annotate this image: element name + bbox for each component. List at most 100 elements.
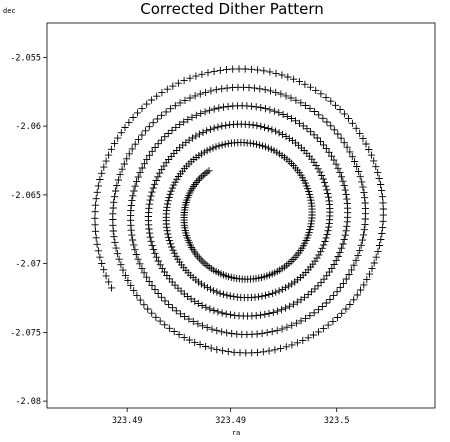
data-point — [375, 174, 383, 183]
data-point — [200, 282, 208, 290]
data-point — [324, 193, 333, 201]
data-point — [277, 90, 285, 98]
data-point — [325, 223, 333, 231]
data-point — [261, 143, 270, 151]
data-point — [203, 324, 211, 332]
y-tick-label: -2.055 — [10, 53, 41, 63]
data-point — [176, 310, 184, 318]
data-point — [226, 121, 234, 129]
data-point — [227, 139, 235, 147]
data-point — [301, 101, 309, 110]
data-point — [140, 269, 148, 277]
data-point — [156, 317, 164, 325]
data-point — [330, 156, 338, 164]
data-point — [339, 279, 347, 287]
data-point — [180, 77, 188, 85]
data-point — [110, 193, 119, 201]
data-point — [316, 168, 324, 176]
data-point — [110, 140, 119, 148]
data-point — [338, 309, 346, 317]
data-point — [314, 306, 322, 314]
y-tick-label: -2.08 — [15, 397, 41, 407]
data-point — [258, 292, 266, 300]
data-point — [272, 88, 280, 96]
data-point — [321, 237, 329, 246]
data-point — [197, 109, 205, 117]
data-point — [138, 164, 146, 172]
data-point — [333, 288, 341, 296]
data-point — [197, 280, 205, 288]
data-point — [273, 307, 281, 315]
data-point — [350, 296, 358, 304]
data-point — [174, 79, 182, 87]
data-point — [283, 112, 291, 120]
data-point — [264, 124, 272, 133]
data-point — [222, 66, 231, 74]
data-point — [322, 182, 330, 190]
data-point — [378, 229, 386, 238]
data-point — [249, 140, 257, 148]
data-point — [272, 288, 280, 296]
data-point — [334, 164, 342, 172]
data-point — [331, 101, 340, 109]
data-point — [224, 140, 232, 148]
data-point — [209, 144, 217, 152]
data-point — [171, 102, 179, 110]
data-point — [153, 115, 161, 123]
data-point — [121, 271, 129, 279]
data-point — [152, 313, 160, 321]
data-point — [299, 336, 307, 344]
data-point — [378, 193, 387, 201]
data-point — [279, 130, 287, 139]
x-tick-label: 323.5 — [324, 416, 350, 426]
data-point — [98, 259, 106, 268]
data-point — [306, 190, 314, 198]
data-point — [379, 205, 387, 213]
data-point — [226, 292, 234, 300]
data-point — [283, 323, 291, 331]
data-point — [355, 167, 363, 176]
data-point — [310, 309, 318, 317]
data-point — [253, 122, 261, 130]
data-point — [303, 125, 311, 133]
data-point — [206, 305, 214, 313]
data-point — [357, 286, 365, 294]
data-point — [343, 222, 351, 230]
data-point — [322, 145, 330, 153]
data-point — [299, 122, 307, 130]
data-point — [163, 85, 171, 93]
data-point — [340, 139, 348, 147]
data-point — [212, 143, 220, 151]
data-point — [336, 105, 344, 114]
data-point — [354, 251, 362, 259]
data-point — [290, 75, 298, 83]
data-point — [337, 173, 346, 181]
data-point — [254, 293, 263, 301]
data-point — [266, 87, 275, 95]
data-point — [111, 238, 119, 246]
data-point — [372, 253, 380, 261]
data-point — [109, 227, 117, 235]
data-point — [192, 72, 200, 80]
data-point — [162, 108, 170, 116]
data-point — [261, 86, 269, 94]
data-point — [145, 229, 154, 237]
data-point — [260, 67, 268, 75]
data-point — [92, 195, 100, 203]
data-point — [149, 245, 158, 253]
data-point — [170, 181, 178, 189]
data-point — [306, 83, 314, 91]
data-point — [339, 177, 347, 185]
data-point — [275, 287, 283, 295]
data-point — [210, 287, 218, 295]
data-point — [301, 80, 309, 88]
data-point — [272, 127, 280, 135]
data-point — [272, 69, 280, 77]
data-point — [147, 192, 155, 200]
data-point — [145, 123, 153, 131]
data-point — [130, 287, 138, 295]
data-point — [330, 292, 338, 300]
data-point — [230, 293, 238, 301]
data-point — [148, 188, 156, 196]
data-point — [279, 110, 287, 119]
